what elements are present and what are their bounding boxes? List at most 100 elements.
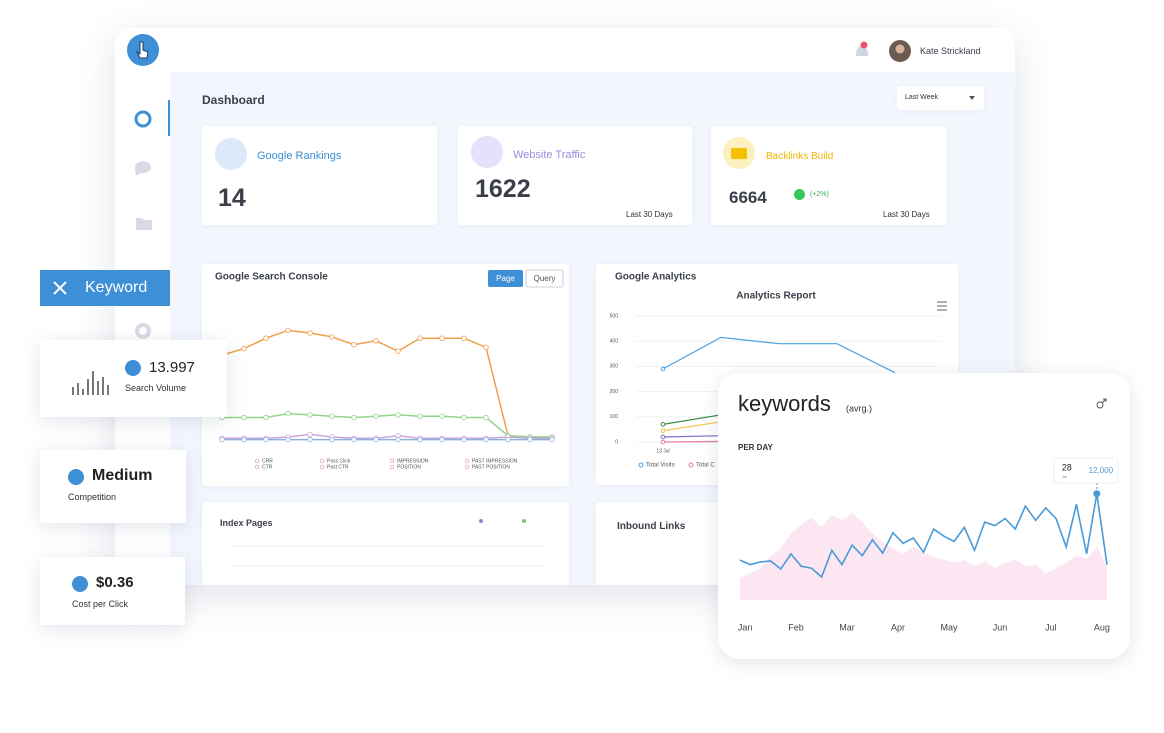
stat-icon-glyph	[731, 148, 747, 159]
data-point	[219, 436, 225, 443]
data-point	[461, 414, 467, 421]
avatar[interactable]	[888, 39, 912, 63]
tooltip-month: Jul	[1062, 474, 1067, 479]
data-point	[439, 413, 445, 419]
data-point	[439, 335, 445, 341]
user-name: Kate Strickland	[920, 46, 981, 56]
data-point	[329, 334, 335, 340]
series-line	[221, 329, 552, 438]
legend-label: POSITION	[397, 464, 421, 470]
page-button[interactable]	[488, 270, 523, 287]
data-point	[549, 436, 555, 443]
series-line	[222, 412, 552, 438]
card-subtitle: (avrg.)	[846, 403, 872, 413]
x-tick-label: Aug	[1094, 622, 1110, 632]
data-point	[373, 436, 379, 443]
legend-marker	[464, 458, 470, 464]
y-tick-label: 100	[610, 414, 619, 420]
y-tick-label: 300	[610, 364, 619, 370]
card-title: Google Analytics	[615, 272, 697, 283]
close-icon[interactable]	[53, 281, 67, 295]
legend-label: PAST IMPRESSION	[472, 458, 518, 464]
y-tick-label: 0	[615, 439, 618, 445]
legend-marker	[638, 462, 644, 468]
legend-marker	[464, 464, 470, 470]
stat-value: 1622	[475, 175, 531, 203]
check-icon	[72, 576, 88, 592]
stat-label: Backlinks Build	[766, 151, 834, 162]
data-point	[329, 436, 335, 443]
card-title: Index Pages	[220, 518, 273, 528]
tag-label: Keyword	[85, 279, 148, 296]
data-point	[241, 345, 247, 352]
stat-card: Google Rankings 14	[202, 126, 437, 225]
nav-files[interactable]	[136, 218, 152, 230]
data-point	[660, 439, 666, 445]
volume-icon	[72, 371, 109, 395]
chart-menu[interactable]	[937, 301, 947, 311]
legend-label: Total C	[696, 463, 715, 469]
data-point	[351, 341, 357, 348]
series-line	[739, 493, 1108, 579]
y-tick-label: 200	[610, 389, 619, 395]
check-icon	[68, 469, 84, 485]
button-label: Page	[496, 274, 515, 283]
query-button[interactable]	[525, 269, 564, 288]
metric-value: 13.997	[149, 359, 195, 376]
data-point	[263, 335, 269, 341]
check-icon	[125, 360, 141, 376]
data-point	[307, 412, 313, 418]
notification-bell[interactable]	[850, 38, 880, 62]
x-tick-label: 13 Jul	[656, 448, 669, 454]
competition-card: Medium Competition	[40, 450, 186, 523]
sidebar-icons	[127, 34, 170, 339]
cpc-card: $0.36 Cost per Click	[40, 557, 185, 625]
legend-marker	[319, 458, 325, 464]
data-point	[505, 436, 511, 443]
stat-label: Google Rankings	[257, 150, 342, 162]
card-title: Inbound Links	[617, 521, 686, 532]
x-tick-label: Feb	[788, 622, 804, 632]
data-point	[373, 413, 379, 419]
period-label: Last Week	[905, 94, 938, 101]
nav-dashboard[interactable]	[134, 110, 152, 128]
legend-label: Total Visits	[646, 463, 675, 469]
tooltip	[1053, 457, 1119, 484]
x-tick-label: May	[940, 622, 958, 632]
y-tick-label: 400	[610, 339, 619, 345]
metric-value: $0.36	[96, 574, 134, 591]
metric-label: Competition	[68, 492, 117, 502]
data-point	[417, 436, 423, 443]
search-console-chart: Google Search Console Page Query CRR Pass…	[215, 269, 564, 470]
data-point	[263, 436, 269, 443]
keyword-tag[interactable]: Keyword	[40, 270, 170, 306]
legend-label: Past CTR	[327, 464, 349, 470]
legend-marker	[254, 464, 260, 470]
search-volume-card: 13.997 Search Volume	[40, 340, 227, 417]
data-point	[373, 338, 379, 344]
stat-card: Website Traffic 1622 Last 30 Days	[458, 126, 692, 225]
stat-card: Backlinks Build 6664 (+2%) Last 30 Days	[711, 126, 947, 225]
gender-icon[interactable]	[1096, 398, 1107, 409]
data-point	[417, 335, 423, 341]
stat-note: Last 30 Days	[883, 210, 930, 219]
stat-label: Website Traffic	[513, 149, 586, 161]
data-point	[307, 431, 313, 438]
period-select[interactable]: Last Week	[897, 86, 984, 110]
logo-hand	[135, 41, 149, 59]
button-label: Query	[534, 274, 556, 283]
change-icon	[794, 189, 805, 200]
stat-icon	[471, 136, 503, 168]
y-tick-label: 500	[610, 313, 619, 319]
data-point	[483, 344, 489, 350]
nav-settings[interactable]	[135, 323, 151, 339]
metric-label: Cost per Click	[72, 599, 129, 609]
stat-note: Last 30 Days	[626, 210, 673, 219]
x-tick-label: Jan	[738, 622, 753, 632]
area	[740, 513, 1107, 600]
data-point	[660, 422, 666, 427]
x-tick-label: Jul	[1045, 622, 1057, 632]
nav-messages[interactable]	[135, 161, 151, 176]
data-point	[660, 434, 666, 440]
